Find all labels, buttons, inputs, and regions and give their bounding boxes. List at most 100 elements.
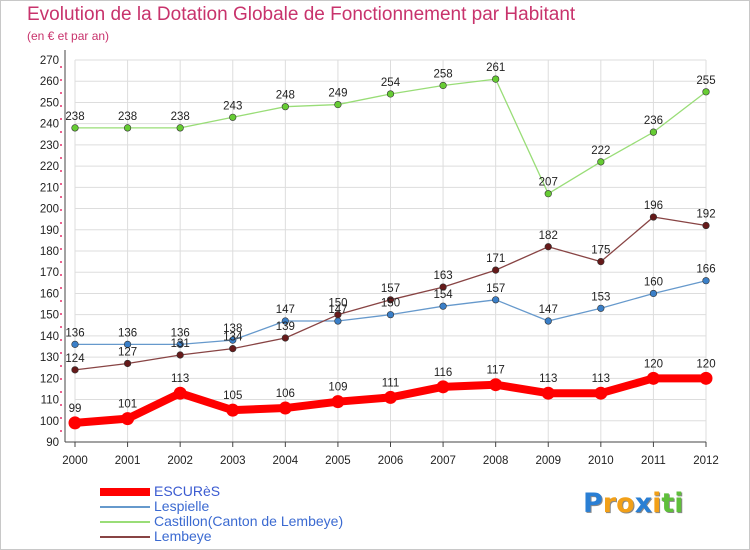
data-point	[646, 371, 660, 385]
x-tick-label: 2011	[641, 455, 666, 467]
data-label: 236	[644, 115, 663, 127]
data-label: 150	[381, 298, 400, 310]
data-point	[123, 124, 132, 132]
data-point	[702, 88, 710, 96]
x-tick-label: 2010	[588, 455, 614, 467]
y-tick-label: 150	[40, 310, 59, 322]
y-tick-label: 180	[40, 246, 59, 258]
data-label: 243	[223, 100, 242, 112]
data-label: 136	[118, 327, 137, 339]
y-tick-label: 220	[40, 161, 59, 173]
x-tick-label: 2001	[115, 455, 141, 467]
data-label: 136	[65, 327, 84, 339]
data-point	[281, 317, 289, 325]
x-tick-label: 2012	[693, 455, 719, 467]
data-point	[386, 90, 395, 98]
y-tick-label: 120	[40, 373, 59, 385]
data-label: 248	[276, 90, 295, 102]
data-label: 147	[328, 304, 347, 316]
x-tick-label: 2002	[167, 455, 193, 467]
data-label: 131	[171, 338, 190, 350]
axis-dot	[60, 404, 62, 406]
data-point	[492, 75, 500, 83]
axis-dot	[60, 352, 62, 354]
data-point	[544, 190, 552, 198]
logo-letter: r	[602, 488, 617, 519]
data-label: 106	[276, 388, 295, 400]
chart-subtitle: (en € et par an)	[27, 29, 110, 43]
y-tick-label: 260	[40, 76, 59, 88]
x-tick-label: 2009	[535, 455, 561, 467]
data-point	[699, 371, 713, 385]
axis-dot	[60, 144, 62, 146]
axis-dot	[60, 170, 62, 172]
data-point	[334, 311, 342, 319]
data-point	[384, 390, 397, 404]
axis-dot	[60, 209, 62, 211]
legend-label: Lembeye	[154, 528, 212, 544]
data-point	[597, 304, 605, 312]
data-label: 124	[65, 353, 85, 365]
axis-dot	[60, 105, 62, 107]
data-point	[71, 366, 79, 374]
y-tick-label: 210	[40, 182, 59, 194]
data-label: 171	[486, 253, 505, 265]
data-label: 192	[696, 209, 715, 221]
data-point	[439, 283, 447, 291]
data-label: 113	[592, 373, 610, 385]
data-point	[541, 386, 555, 400]
data-label: 120	[696, 358, 715, 370]
data-point	[334, 317, 342, 325]
data-label: 157	[381, 283, 400, 295]
data-point	[489, 378, 503, 392]
y-tick-label: 200	[40, 204, 59, 216]
data-point	[597, 158, 605, 166]
data-point	[176, 351, 184, 359]
data-label: 160	[644, 276, 663, 288]
axis-dot	[60, 118, 62, 120]
data-point	[439, 81, 447, 90]
x-tick-label: 2007	[430, 455, 456, 467]
data-label: 127	[118, 346, 137, 358]
legend-swatch	[100, 521, 150, 523]
data-point	[173, 386, 187, 400]
series-lines	[68, 75, 713, 430]
y-tick-label: 270	[40, 55, 59, 67]
legend-label: ESCURèS	[154, 483, 221, 499]
axis-dot	[60, 430, 62, 432]
axis-dot	[60, 92, 62, 94]
axis-dot	[60, 66, 62, 68]
data-label: 113	[539, 373, 557, 385]
logo-letter: P	[583, 488, 603, 519]
axis-dot	[60, 326, 62, 328]
data-label: 116	[434, 367, 452, 379]
data-label: 258	[433, 68, 452, 80]
proxiti-logo: Proxiti	[583, 488, 684, 519]
data-point	[229, 345, 237, 353]
data-label: 254	[381, 77, 401, 89]
data-label: 238	[171, 111, 190, 123]
y-tick-label: 100	[40, 416, 59, 428]
data-point	[123, 340, 132, 348]
data-point	[386, 311, 395, 319]
data-label: 255	[696, 75, 715, 87]
chart-title: Evolution de la Dotation Globale de Fonc…	[27, 4, 576, 25]
y-tick-label: 230	[40, 140, 59, 152]
axis-dot	[60, 365, 62, 367]
logo-letter: t	[661, 488, 675, 519]
axis-dot	[60, 417, 62, 419]
x-tick-label: 2000	[62, 455, 88, 467]
logo-letter: i	[652, 488, 662, 519]
data-point	[439, 302, 447, 310]
data-point	[226, 403, 240, 417]
data-point	[176, 340, 184, 348]
data-point	[386, 296, 395, 304]
x-tick-label: 2006	[378, 455, 404, 467]
logo-letter: i	[674, 488, 684, 519]
axis-dot	[60, 183, 62, 185]
data-label: 157	[486, 283, 505, 295]
axis-dot	[60, 287, 62, 289]
data-point	[492, 266, 500, 274]
legend-label: Castillon(Canton de Lembeye)	[154, 513, 344, 529]
x-tick-label: 2004	[273, 455, 299, 467]
